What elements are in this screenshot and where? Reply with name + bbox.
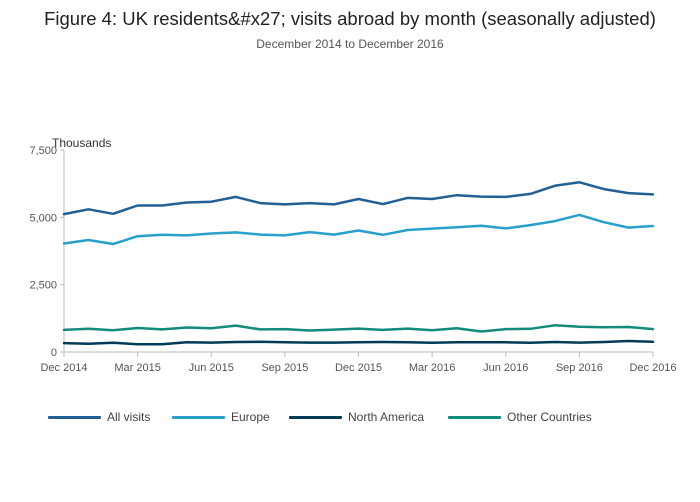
legend-swatch [48, 415, 101, 419]
line-chart: 0 2,500 5,000 7,500 Dec 2014 Mar 2015 Jun 2015… [29, 145, 676, 374]
x-tick-label: Sep 2015 [261, 362, 308, 374]
series-line-europe [62, 213, 655, 246]
x-tick-label: Jun 2015 [189, 362, 234, 374]
legend-item-europe: Europe [172, 408, 270, 426]
x-tick-label: Dec 2014 [40, 362, 87, 374]
legend-swatch [448, 415, 501, 419]
series-line-all-visits [62, 181, 655, 216]
x-tick-label: Mar 2015 [114, 362, 160, 374]
legend-item-other-countries: Other Countries [448, 408, 592, 426]
x-tick-label: Jun 2016 [483, 362, 528, 374]
legend-item-north-america: North America [289, 408, 424, 426]
chart-title: Figure 4: UK residents&#x27; visits abro… [44, 8, 656, 29]
legend-label: Other Countries [507, 410, 592, 424]
y-tick-label: 0 [51, 347, 57, 359]
y-tick-label: 2,500 [29, 280, 57, 292]
x-tick-label: Sep 2016 [556, 362, 603, 374]
legend-swatch [289, 415, 342, 419]
chart-subtitle: December 2014 to December 2016 [256, 37, 444, 51]
x-tick-label: Dec 2016 [629, 362, 676, 374]
y-tick-label: 7,500 [29, 145, 57, 157]
legend-item-all-visits: All visits [48, 408, 150, 426]
legend-label: Europe [231, 410, 270, 424]
x-tick-label: Mar 2016 [409, 362, 455, 374]
legend-swatch [172, 415, 225, 419]
legend-label: All visits [107, 410, 151, 424]
series-line-north-america [62, 339, 655, 346]
x-tick-label: Dec 2015 [335, 362, 382, 374]
y-axis-label: Thousands [52, 136, 112, 150]
legend-label: North America [348, 410, 425, 424]
y-tick-label: 5,000 [29, 212, 57, 224]
series-line-other-countries [62, 324, 655, 333]
